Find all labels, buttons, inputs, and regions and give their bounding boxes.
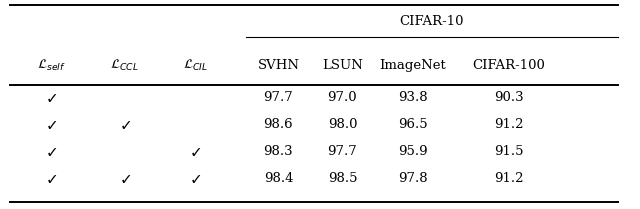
Text: 95.9: 95.9 bbox=[398, 145, 428, 158]
Text: 98.0: 98.0 bbox=[328, 118, 357, 131]
Text: $\checkmark$: $\checkmark$ bbox=[45, 144, 58, 159]
Text: 98.5: 98.5 bbox=[328, 172, 357, 185]
Text: $\mathcal{L}_{CIL}$: $\mathcal{L}_{CIL}$ bbox=[182, 58, 208, 73]
Text: 98.6: 98.6 bbox=[264, 118, 293, 131]
Text: $\checkmark$: $\checkmark$ bbox=[45, 90, 58, 105]
Text: 91.5: 91.5 bbox=[494, 145, 524, 158]
Text: 91.2: 91.2 bbox=[494, 118, 524, 131]
Text: CIFAR-100: CIFAR-100 bbox=[472, 59, 545, 72]
Text: 98.3: 98.3 bbox=[264, 145, 293, 158]
Text: SVHN: SVHN bbox=[257, 59, 300, 72]
Text: $\checkmark$: $\checkmark$ bbox=[118, 171, 131, 186]
Text: 93.8: 93.8 bbox=[398, 91, 428, 104]
Text: $\checkmark$: $\checkmark$ bbox=[118, 117, 131, 132]
Text: $\checkmark$: $\checkmark$ bbox=[45, 171, 58, 186]
Text: 98.4: 98.4 bbox=[264, 172, 293, 185]
Text: 97.8: 97.8 bbox=[398, 172, 428, 185]
Text: $\mathcal{L}_{CCL}$: $\mathcal{L}_{CCL}$ bbox=[110, 58, 140, 73]
Text: LSUN: LSUN bbox=[322, 59, 363, 72]
Text: 90.3: 90.3 bbox=[494, 91, 524, 104]
Text: $\checkmark$: $\checkmark$ bbox=[45, 117, 58, 132]
Text: 96.5: 96.5 bbox=[398, 118, 428, 131]
Text: ImageNet: ImageNet bbox=[380, 59, 446, 72]
Text: 91.2: 91.2 bbox=[494, 172, 524, 185]
Text: $\checkmark$: $\checkmark$ bbox=[189, 171, 202, 186]
Text: 97.7: 97.7 bbox=[328, 145, 357, 158]
Text: $\checkmark$: $\checkmark$ bbox=[189, 144, 202, 159]
Text: 97.0: 97.0 bbox=[328, 91, 357, 104]
Text: 97.7: 97.7 bbox=[264, 91, 293, 104]
Text: CIFAR-10: CIFAR-10 bbox=[400, 15, 464, 28]
Text: $\mathcal{L}_{self}$: $\mathcal{L}_{self}$ bbox=[36, 58, 66, 73]
